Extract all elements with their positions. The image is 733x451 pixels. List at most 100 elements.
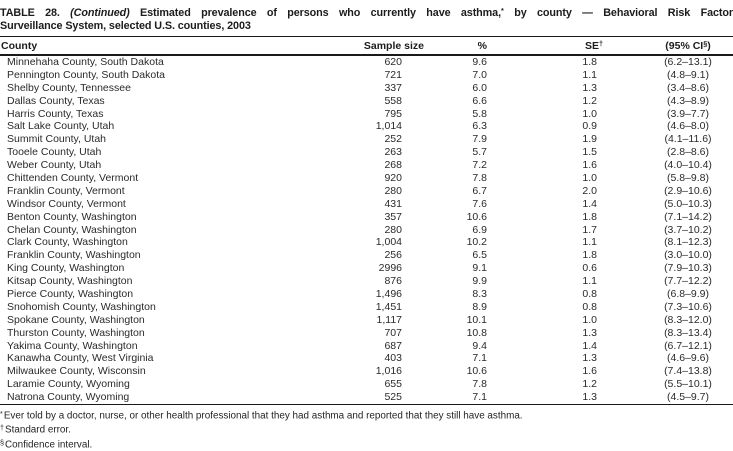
table-row: Benton County, Washington 357 10.6 1.8 (… <box>0 211 733 224</box>
cell-confidence-interval: (4.0–10.4) <box>664 159 712 172</box>
cell-county: Harris County, Texas <box>7 107 104 120</box>
cell-confidence-interval: (2.9–10.6) <box>664 184 712 197</box>
cell-sample-size: 256 <box>384 249 402 262</box>
cell-confidence-interval: (4.5–9.7) <box>597 391 733 406</box>
cell-county: Clark County, Washington <box>7 236 128 249</box>
cell-sample-size: 525 <box>340 391 402 406</box>
cell-standard-error: 1.0 <box>582 313 597 326</box>
footnote-text: Confidence interval. <box>5 439 93 451</box>
cell-percent: 6.0 <box>472 81 487 94</box>
footnotes: *Ever told by a doctor, nurse, or other … <box>0 408 733 451</box>
cell-standard-error: 1.1 <box>582 275 597 288</box>
cell-sample-size: 2996 <box>378 262 402 275</box>
cell-confidence-interval: (3.4–8.6) <box>666 81 710 94</box>
cell-county: Natrona County, Wyoming <box>0 391 340 406</box>
cell-percent: 7.8 <box>472 172 487 185</box>
cell-standard-error: 1.9 <box>582 133 597 146</box>
cell-percent: 6.5 <box>472 249 487 262</box>
table-row: Shelby County, Tennessee 337 6.0 1.3 (3.… <box>0 82 733 95</box>
cell-sample-size: 1,451 <box>375 300 402 313</box>
cell-standard-error: 1.3 <box>487 391 597 406</box>
cell-standard-error: 0.6 <box>582 262 597 275</box>
table-row: Franklin County, Washington 256 6.5 1.8 … <box>0 249 733 262</box>
table-title: TABLE 28. (Continued) Estimated prevalen… <box>0 4 733 33</box>
table-row: Yakima County, Washington 687 9.4 1.4 (6… <box>0 340 733 353</box>
column-header-county: County <box>0 36 340 56</box>
table-row: Windsor County, Vermont 431 7.6 1.4 (5.0… <box>0 198 733 211</box>
cell-county: Salt Lake County, Utah <box>7 120 115 133</box>
cell-sample-size: 1,016 <box>375 365 402 378</box>
footnote-mark: § <box>0 437 4 447</box>
cell-confidence-interval: (6.7–12.1) <box>664 339 712 352</box>
cell-sample-size: 357 <box>384 210 402 223</box>
table-row: Clark County, Washington 1,004 10.2 1.1 … <box>0 236 733 249</box>
cell-county: King County, Washington <box>7 262 125 275</box>
cell-confidence-interval: (6.8–9.9) <box>666 288 710 301</box>
cell-confidence-interval: (8.1–12.3) <box>664 236 712 249</box>
table-row: Summit County, Utah 252 7.9 1.9 (4.1–11.… <box>0 133 733 146</box>
table-row: Spokane County, Washington 1,117 10.1 1.… <box>0 314 733 327</box>
cell-standard-error: 2.0 <box>582 184 597 197</box>
title-footnote-mark: * <box>501 6 504 15</box>
cell-county: Chittenden County, Vermont <box>7 172 139 185</box>
cell-county: Kanawha County, West Virginia <box>7 352 154 365</box>
table-row: Harris County, Texas 795 5.8 1.0 (3.9–7.… <box>0 108 733 121</box>
cell-confidence-interval: (7.9–10.3) <box>664 262 712 275</box>
cell-standard-error: 1.1 <box>582 68 597 81</box>
title-main: Estimated prevalence of persons who curr… <box>129 7 501 19</box>
footnote-dagger: †Standard error. <box>0 422 733 436</box>
cell-sample-size: 1,496 <box>375 288 402 301</box>
cell-sample-size: 1,117 <box>376 313 403 326</box>
cell-standard-error: 1.8 <box>582 56 597 68</box>
cell-sample-size: 721 <box>384 68 402 81</box>
cell-sample-size: 263 <box>384 146 402 159</box>
cell-sample-size: 620 <box>384 56 402 68</box>
cell-percent: 9.9 <box>472 275 487 288</box>
cell-sample-size: 337 <box>384 81 402 94</box>
asthma-prevalence-table: County Sample size % SE† (95% CI§) Minne… <box>0 36 733 406</box>
cell-confidence-interval: (4.3–8.9) <box>666 94 710 107</box>
cell-percent: 7.1 <box>402 391 487 406</box>
table-row: Laramie County, Wyoming 655 7.8 1.2 (5.5… <box>0 378 733 391</box>
table-title-line1: TABLE 28. (Continued) Estimated prevalen… <box>0 4 733 20</box>
cell-county: Dallas County, Texas <box>7 94 105 107</box>
column-header-sample-size: Sample size <box>340 36 424 56</box>
cell-percent: 8.3 <box>472 288 487 301</box>
cell-county: Shelby County, Tennessee <box>7 81 131 94</box>
cell-confidence-interval: (7.7–12.2) <box>664 275 712 288</box>
cell-standard-error: 1.5 <box>582 146 597 159</box>
cell-sample-size: 268 <box>384 159 402 172</box>
cell-standard-error: 1.7 <box>582 223 597 236</box>
cell-standard-error: 1.4 <box>582 197 597 210</box>
cell-standard-error: 1.8 <box>582 249 597 262</box>
cell-county: Laramie County, Wyoming <box>7 378 130 391</box>
cell-standard-error: 1.3 <box>582 326 597 339</box>
cell-percent: 6.7 <box>472 184 487 197</box>
cell-county: Franklin County, Vermont <box>7 184 125 197</box>
table-row: Franklin County, Vermont 280 6.7 2.0 (2.… <box>0 185 733 198</box>
cell-standard-error: 1.2 <box>582 378 597 391</box>
cell-sample-size: 1,014 <box>375 120 402 133</box>
cell-confidence-interval: (2.8–8.6) <box>666 146 710 159</box>
table-row: Chittenden County, Vermont 920 7.8 1.0 (… <box>0 172 733 185</box>
cell-percent: 10.6 <box>466 210 487 223</box>
cell-sample-size: 403 <box>384 352 402 365</box>
cell-county: Tooele County, Utah <box>7 146 102 159</box>
cell-confidence-interval: (7.1–14.2) <box>664 210 712 223</box>
cell-county: Franklin County, Washington <box>7 249 141 262</box>
table-row: Kitsap County, Washington 876 9.9 1.1 (7… <box>0 275 733 288</box>
cell-county: Spokane County, Washington <box>7 313 145 326</box>
cell-standard-error: 0.9 <box>582 120 597 133</box>
cell-confidence-interval: (5.0–10.3) <box>664 197 712 210</box>
column-header-se: SE† <box>487 36 603 56</box>
table-row: Salt Lake County, Utah 1,014 6.3 0.9 (4.… <box>0 120 733 133</box>
cell-percent: 6.3 <box>472 120 487 133</box>
footnote-text: Ever told by a doctor, nurse, or other h… <box>3 410 523 422</box>
cell-county: Pennington County, South Dakota <box>7 68 165 81</box>
cell-county: Thurston County, Washington <box>7 326 145 339</box>
footnote-mark: † <box>0 423 4 433</box>
cell-percent: 10.8 <box>466 326 487 339</box>
footnote-section: §Confidence interval. <box>0 437 733 451</box>
table-row: Kanawha County, West Virginia 403 7.1 1.… <box>0 352 733 365</box>
cell-confidence-interval: (7.3–10.6) <box>664 300 712 313</box>
